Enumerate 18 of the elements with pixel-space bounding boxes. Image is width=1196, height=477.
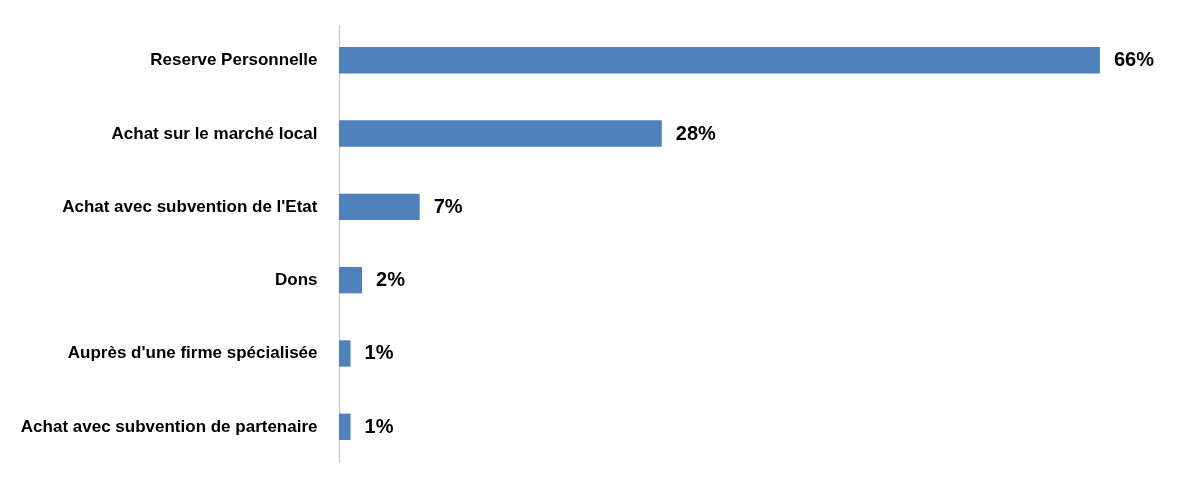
bar	[339, 413, 351, 440]
y-tick-label: Achat avec subvention de partenaire	[20, 416, 318, 436]
data-label: 28%	[675, 121, 717, 144]
data-label: 1%	[364, 414, 394, 437]
bar	[339, 340, 351, 367]
bar	[339, 193, 420, 221]
bar	[339, 120, 662, 147]
data-label: 1%	[364, 341, 394, 364]
data-label: 66%	[1113, 48, 1155, 71]
y-tick-label: Achat sur le marché local	[111, 123, 318, 143]
data-label: 2%	[376, 268, 406, 291]
y-tick-label: Achat avec subvention de l'Etat	[62, 196, 318, 216]
bar	[339, 47, 1100, 74]
y-tick-label: Auprès d'une firme spécialisée	[67, 343, 318, 363]
y-tick-label: Reserve Personnelle	[150, 50, 318, 70]
data-label: 7%	[433, 194, 463, 217]
bar	[339, 266, 363, 294]
y-tick-label: Dons	[275, 270, 318, 290]
